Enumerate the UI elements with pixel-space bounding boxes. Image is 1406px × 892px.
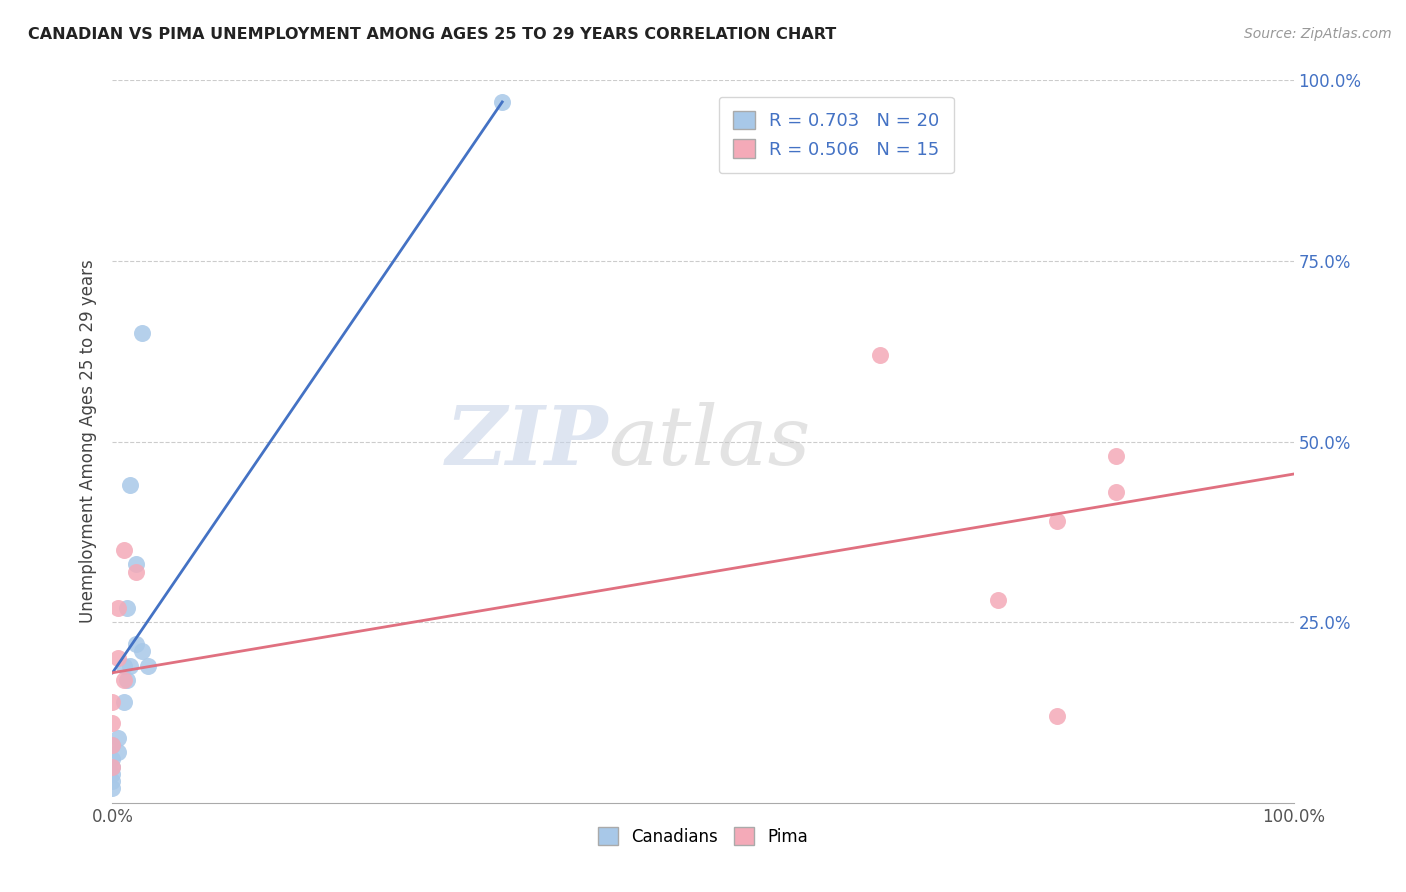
Text: CANADIAN VS PIMA UNEMPLOYMENT AMONG AGES 25 TO 29 YEARS CORRELATION CHART: CANADIAN VS PIMA UNEMPLOYMENT AMONG AGES… [28,27,837,42]
Point [136,658,159,673]
Point [112,673,135,687]
Point [115,600,138,615]
Point [107,651,129,665]
Point [125,558,148,572]
Point [101,774,124,789]
Point [101,760,124,774]
Text: atlas: atlas [609,401,811,482]
Point [120,478,142,492]
Point [112,542,135,557]
Point [1046,709,1069,723]
Point [1105,485,1128,500]
Text: Source: ZipAtlas.com: Source: ZipAtlas.com [1244,27,1392,41]
Point [125,565,148,579]
Point [491,95,513,109]
Point [101,716,124,731]
Y-axis label: Unemployment Among Ages 25 to 29 years: Unemployment Among Ages 25 to 29 years [79,260,97,624]
Point [131,326,153,340]
Point [112,658,135,673]
Point [101,738,124,752]
Point [101,738,124,752]
Point [131,644,153,658]
Point [1105,449,1128,463]
Point [101,781,124,796]
Point [107,600,129,615]
Text: ZIP: ZIP [446,401,609,482]
Point [1046,514,1069,528]
Point [101,760,124,774]
Point [107,731,129,745]
Point [125,637,148,651]
Point [987,593,1010,607]
Point [101,695,124,709]
Point [120,658,142,673]
Point [101,752,124,766]
Point [115,673,138,687]
Point [112,695,135,709]
Point [869,348,891,362]
Point [107,745,129,759]
Legend: Canadians, Pima: Canadians, Pima [591,821,815,852]
Point [101,767,124,781]
